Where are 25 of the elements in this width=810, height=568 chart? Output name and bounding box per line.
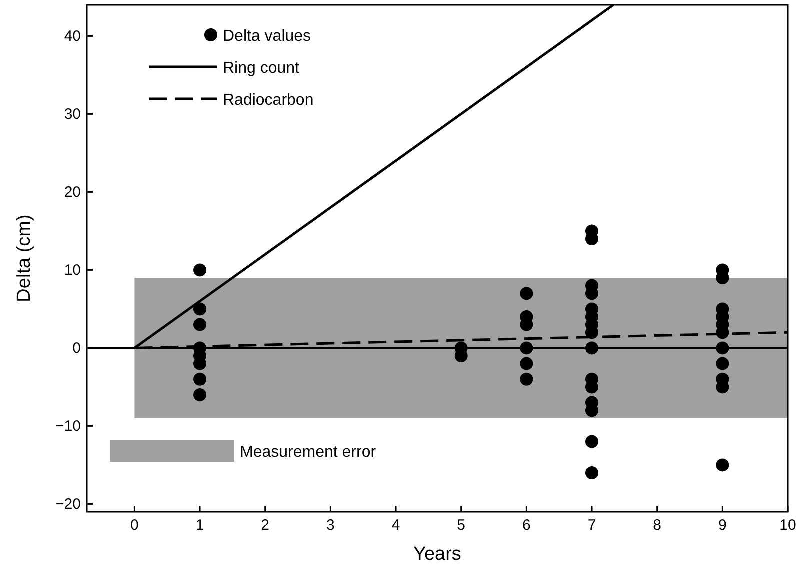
x-tick-label: 2 [261, 517, 270, 534]
x-axis-title: Years [414, 544, 462, 565]
x-tick-label: 9 [718, 517, 727, 534]
y-tick-label: 30 [64, 106, 81, 124]
legend-label: Radiocarbon [223, 92, 314, 109]
y-tick-label: 20 [64, 184, 81, 202]
y-axis-title: Delta (cm) [14, 214, 35, 302]
x-tick-label: 6 [522, 517, 531, 534]
y-tick-label: −20 [56, 496, 81, 514]
band-label: Measurement error [240, 444, 377, 461]
y-tick-label: −10 [56, 418, 81, 436]
y-tick-label: 10 [64, 262, 81, 280]
x-tick-label: 7 [588, 517, 596, 534]
y-tick-label: 0 [72, 340, 81, 358]
x-tick-label: 1 [196, 517, 204, 534]
x-tick-label: 4 [392, 517, 400, 534]
y-tick-label: 40 [64, 28, 81, 46]
x-tick-label: 8 [653, 517, 662, 534]
legend: Measurement error [110, 440, 376, 462]
x-tick-label: 3 [326, 517, 335, 534]
legend-label: Delta values [223, 28, 312, 45]
x-tick-label: 5 [457, 517, 466, 534]
legend-label: Ring count [223, 60, 300, 77]
x-tick-label: 10 [780, 517, 796, 534]
x-tick-label: 0 [130, 517, 139, 534]
